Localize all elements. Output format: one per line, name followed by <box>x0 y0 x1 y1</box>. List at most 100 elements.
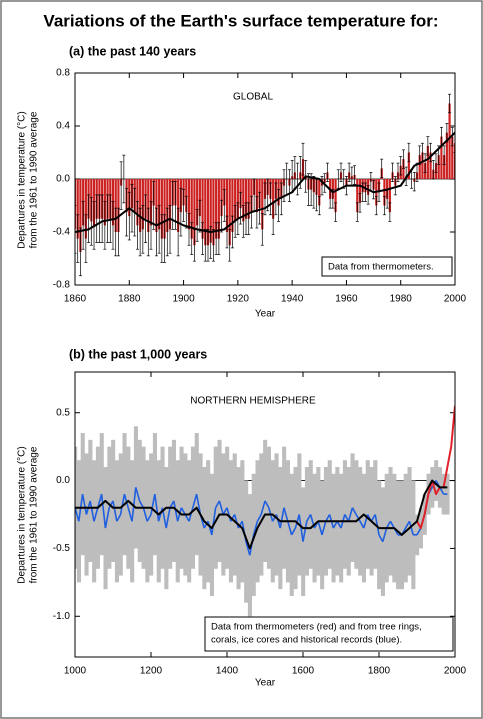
x-tick-label: 1200 <box>140 666 163 677</box>
proxy-line <box>169 500 175 509</box>
bar <box>155 179 158 232</box>
proxy-line <box>218 500 224 515</box>
proxy-line <box>135 487 141 502</box>
bar <box>443 155 446 179</box>
proxy-line <box>176 507 183 522</box>
series-line <box>75 131 455 233</box>
proxy-line <box>81 493 88 515</box>
x-tick-label: 1880 <box>118 294 141 305</box>
proxy-line <box>165 507 171 529</box>
proxy-line <box>112 500 118 522</box>
proxy-line <box>123 493 129 508</box>
x-tick-label: 1800 <box>368 666 391 677</box>
bar <box>84 179 87 239</box>
annotation: GLOBAL <box>233 92 273 103</box>
note-text: corals, ice cores and historical records… <box>211 635 402 646</box>
proxy-line <box>374 514 380 536</box>
proxy-line <box>355 514 361 522</box>
bar <box>228 179 231 246</box>
bar <box>196 179 199 226</box>
bar <box>383 179 386 206</box>
series-line <box>416 405 455 530</box>
proxy-line <box>408 521 414 536</box>
proxy-line <box>416 527 422 536</box>
bar <box>429 152 432 179</box>
x-tick-label: 1400 <box>216 666 239 677</box>
proxy-line <box>131 487 137 522</box>
proxy-line <box>195 493 202 515</box>
bar <box>358 179 362 203</box>
y-tick-label: 0.0 <box>56 174 70 185</box>
proxy-line <box>188 507 194 522</box>
plot-frame <box>74 371 456 658</box>
uncertainty-band <box>445 473 450 515</box>
proxy-line <box>370 514 376 522</box>
y-tick-label: 0.5 <box>56 407 70 418</box>
y-tick-label: 0.4 <box>56 121 70 132</box>
x-tick-label: 1960 <box>335 294 358 305</box>
bar <box>418 155 421 179</box>
bar <box>215 179 218 239</box>
proxy-line <box>222 507 228 515</box>
proxy-line <box>203 520 209 529</box>
proxy-line <box>256 514 262 522</box>
proxy-line <box>321 521 327 536</box>
proxy-line <box>344 514 350 522</box>
proxy-line <box>275 514 281 529</box>
x-tick-label: 2000 <box>444 294 467 305</box>
bar <box>440 136 443 179</box>
x-tick-label: 1920 <box>227 294 250 305</box>
proxy-line <box>298 514 304 542</box>
y-axis-label: from the 1961 to 1990 average <box>29 446 40 583</box>
proxy-line <box>214 500 221 509</box>
bar <box>272 179 275 219</box>
x-tick-label: 1000 <box>64 666 87 677</box>
bar <box>168 179 172 230</box>
bar <box>177 179 180 232</box>
bar <box>236 179 239 219</box>
bar <box>331 179 334 199</box>
proxy-line <box>294 514 300 529</box>
proxy-line <box>116 514 122 522</box>
proxy-line <box>226 507 232 522</box>
bar <box>198 179 201 217</box>
proxy-line <box>290 527 297 536</box>
note-text: Data from thermometers (red) and from tr… <box>211 622 422 633</box>
bar <box>421 152 424 179</box>
x-tick-label: 1900 <box>172 294 195 305</box>
bar <box>231 179 234 232</box>
x-axis-label: Year <box>255 678 276 689</box>
bar <box>76 179 79 239</box>
proxy-line <box>142 507 148 522</box>
bar <box>388 179 391 213</box>
proxy-line <box>359 520 365 529</box>
proxy-line <box>347 507 354 522</box>
bar <box>201 179 204 239</box>
series-line <box>75 479 448 550</box>
bar <box>204 179 207 246</box>
proxy-line <box>207 521 213 536</box>
proxy-line <box>192 493 198 508</box>
proxy-line <box>138 500 145 509</box>
proxy-line <box>211 507 217 535</box>
bar <box>445 132 448 179</box>
bar <box>75 179 77 230</box>
y-tick-label: 0.8 <box>56 68 70 79</box>
proxy-line <box>184 514 190 522</box>
proxy-line <box>271 514 278 522</box>
plot-frame <box>74 72 456 286</box>
proxy-line <box>264 500 270 509</box>
y-tick-label: -0.5 <box>53 543 71 554</box>
plot <box>75 93 455 277</box>
proxy-line <box>237 520 243 529</box>
chart-title: (b) the past 1,000 years <box>69 347 207 361</box>
proxy-line <box>382 527 388 542</box>
proxy-line <box>389 520 395 529</box>
bar <box>318 179 321 206</box>
bar <box>448 103 451 179</box>
note-box <box>204 616 454 652</box>
proxy-line <box>283 507 289 522</box>
bar <box>220 179 223 217</box>
proxy-line <box>351 507 357 515</box>
